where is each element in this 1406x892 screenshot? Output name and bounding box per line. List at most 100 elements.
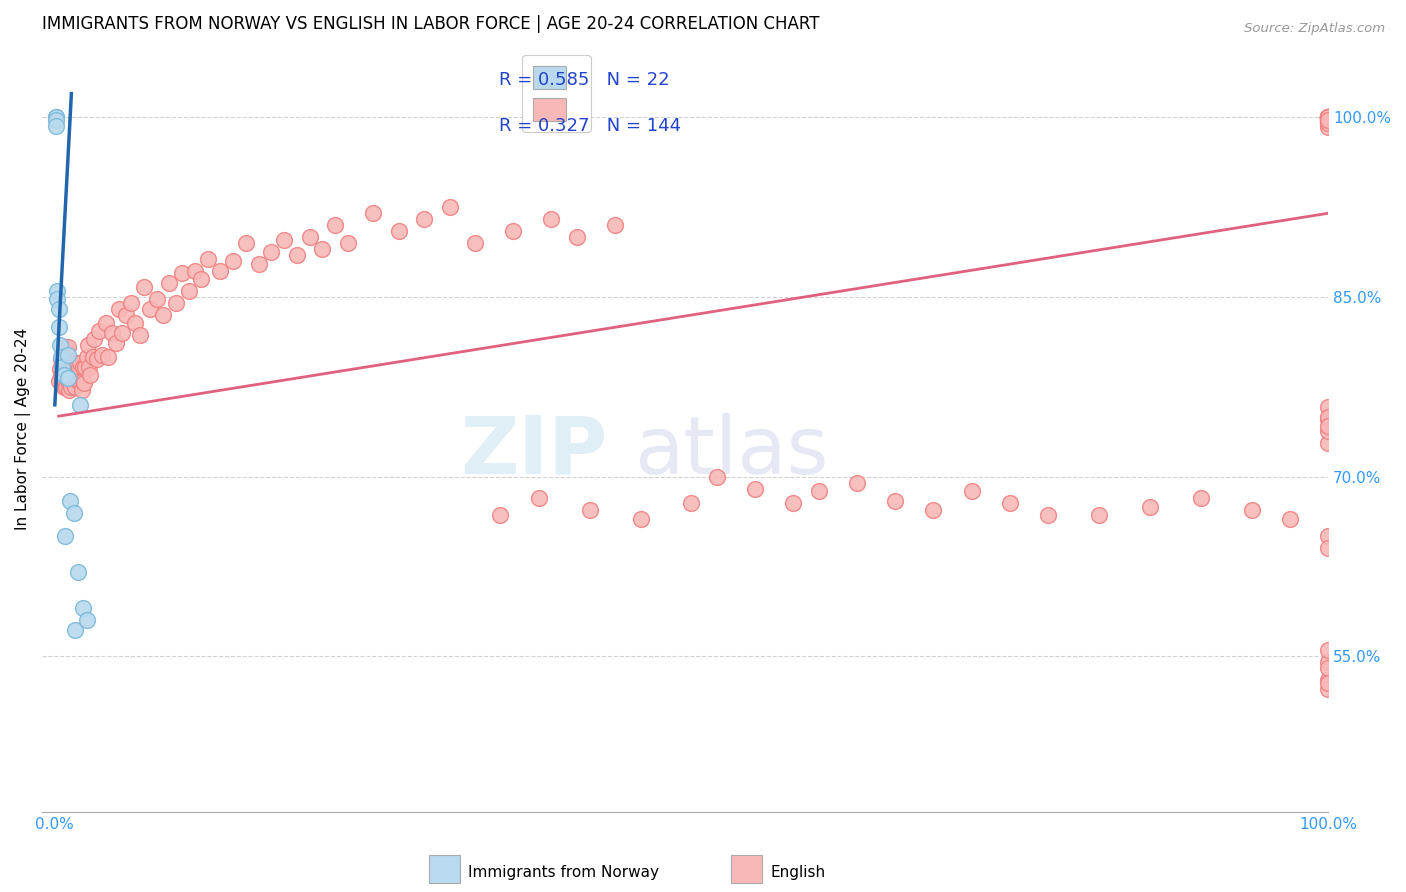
Point	[323, 219, 346, 233]
Point	[82, 350, 104, 364]
Point	[62, 356, 84, 370]
Point	[51, 350, 73, 364]
Point	[1317, 681, 1340, 696]
Point	[65, 356, 87, 370]
Point	[66, 566, 89, 580]
Point	[744, 482, 766, 496]
Point	[72, 374, 94, 388]
Point	[59, 493, 82, 508]
Point	[361, 206, 384, 220]
Point	[52, 380, 75, 394]
Point	[782, 496, 804, 510]
Point	[58, 384, 80, 398]
Point	[111, 326, 134, 340]
Point	[72, 601, 94, 615]
Point	[336, 236, 359, 251]
Point	[630, 511, 652, 525]
Point	[46, 284, 69, 298]
Point	[51, 374, 73, 388]
Point	[67, 359, 90, 374]
Point	[922, 503, 945, 517]
Point	[235, 236, 257, 251]
Point	[1278, 511, 1301, 525]
Point	[489, 508, 512, 522]
Point	[83, 332, 105, 346]
Point	[124, 317, 146, 331]
Point	[388, 224, 411, 238]
Point	[1317, 424, 1340, 438]
Text: R = 0.327   N = 144: R = 0.327 N = 144	[499, 117, 681, 135]
Point	[1317, 529, 1340, 543]
Point	[1317, 111, 1340, 125]
Point	[63, 362, 86, 376]
Point	[1317, 643, 1340, 657]
Point	[104, 335, 127, 350]
Point	[502, 224, 524, 238]
Point	[52, 362, 75, 376]
Point	[1317, 409, 1340, 424]
Point	[159, 276, 181, 290]
Point	[132, 280, 155, 294]
Point	[1317, 111, 1340, 125]
Point	[184, 264, 207, 278]
Point	[48, 320, 70, 334]
Text: Immigrants from Norway: Immigrants from Norway	[468, 865, 659, 880]
Text: atlas: atlas	[634, 413, 828, 491]
Point	[1189, 491, 1212, 506]
Point	[51, 368, 73, 382]
Point	[260, 244, 283, 259]
Point	[527, 491, 550, 506]
Point	[1317, 112, 1340, 127]
Point	[58, 364, 80, 378]
Legend: , : ,	[522, 54, 591, 132]
Point	[706, 469, 728, 483]
Point	[177, 284, 200, 298]
Point	[76, 613, 98, 627]
Point	[298, 230, 321, 244]
Point	[101, 326, 124, 340]
Point	[94, 317, 117, 331]
Point	[73, 376, 96, 391]
Point	[1240, 503, 1263, 517]
Point	[55, 362, 77, 376]
Point	[311, 242, 333, 256]
Point	[59, 356, 82, 370]
Point	[578, 503, 600, 517]
Point	[681, 496, 703, 510]
Point	[53, 340, 76, 354]
Point	[69, 374, 91, 388]
Point	[62, 371, 84, 385]
Point	[75, 359, 97, 374]
Point	[53, 529, 76, 543]
Point	[1317, 111, 1340, 125]
Point	[69, 398, 91, 412]
Point	[247, 256, 270, 270]
Point	[59, 374, 82, 388]
Point	[45, 119, 67, 133]
Point	[1317, 673, 1340, 688]
Point	[1317, 112, 1340, 127]
Point	[52, 343, 75, 358]
Point	[63, 376, 86, 391]
Point	[69, 356, 91, 370]
Point	[1317, 655, 1340, 669]
Point	[190, 272, 212, 286]
Point	[1317, 111, 1340, 125]
Point	[60, 380, 83, 394]
Text: ZIP: ZIP	[461, 413, 607, 491]
Point	[91, 347, 114, 361]
Point	[53, 374, 76, 388]
Point	[56, 374, 79, 388]
Point	[1317, 436, 1340, 450]
Point	[285, 248, 308, 262]
Point	[209, 264, 232, 278]
Point	[70, 384, 93, 398]
Point	[1317, 661, 1340, 675]
Text: R = 0.585   N = 22: R = 0.585 N = 22	[499, 71, 669, 89]
Point	[65, 371, 87, 385]
Point	[120, 296, 142, 310]
Point	[273, 233, 295, 247]
Point	[1317, 112, 1340, 127]
Point	[413, 212, 436, 227]
Point	[884, 493, 907, 508]
